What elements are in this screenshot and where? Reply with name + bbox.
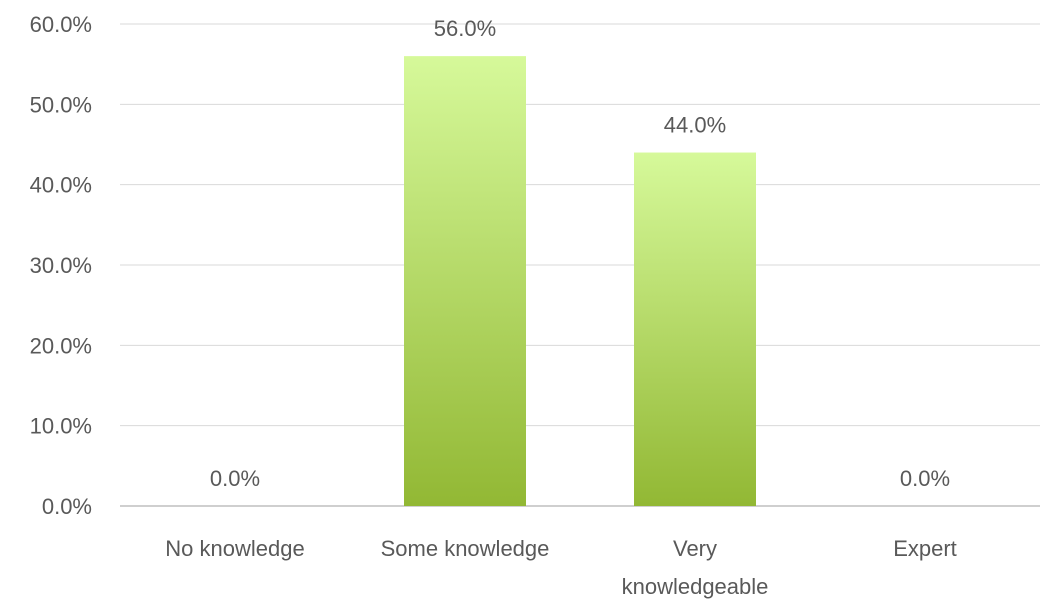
x-category-label: Some knowledge <box>381 536 550 561</box>
x-category-label: Expert <box>893 536 957 561</box>
bars <box>404 56 756 507</box>
y-tick-label: 30.0% <box>30 253 92 278</box>
y-tick-label: 0.0% <box>42 494 92 519</box>
y-tick-label: 50.0% <box>30 92 92 117</box>
bar <box>404 56 526 507</box>
data-label: 44.0% <box>664 113 726 138</box>
x-category-label: No knowledge <box>165 536 304 561</box>
gridlines <box>120 23 1040 507</box>
x-axis-categories: No knowledge Some knowledge Very knowledgea… <box>165 536 957 599</box>
x-category-label: Very knowledgeable <box>622 536 769 599</box>
bar <box>634 152 756 507</box>
y-tick-label: 20.0% <box>30 333 92 358</box>
y-tick-label: 60.0% <box>30 12 92 37</box>
data-label: 56.0% <box>434 16 496 41</box>
y-tick-label: 10.0% <box>30 414 92 439</box>
y-axis-ticks: 0.0% 10.0% 20.0% 30.0% 40.0% 50.0% 60.0% <box>30 12 92 519</box>
data-labels: 0.0% 56.0% 44.0% 0.0% <box>210 16 950 491</box>
data-label: 0.0% <box>900 466 950 491</box>
y-tick-label: 40.0% <box>30 173 92 198</box>
data-label: 0.0% <box>210 466 260 491</box>
